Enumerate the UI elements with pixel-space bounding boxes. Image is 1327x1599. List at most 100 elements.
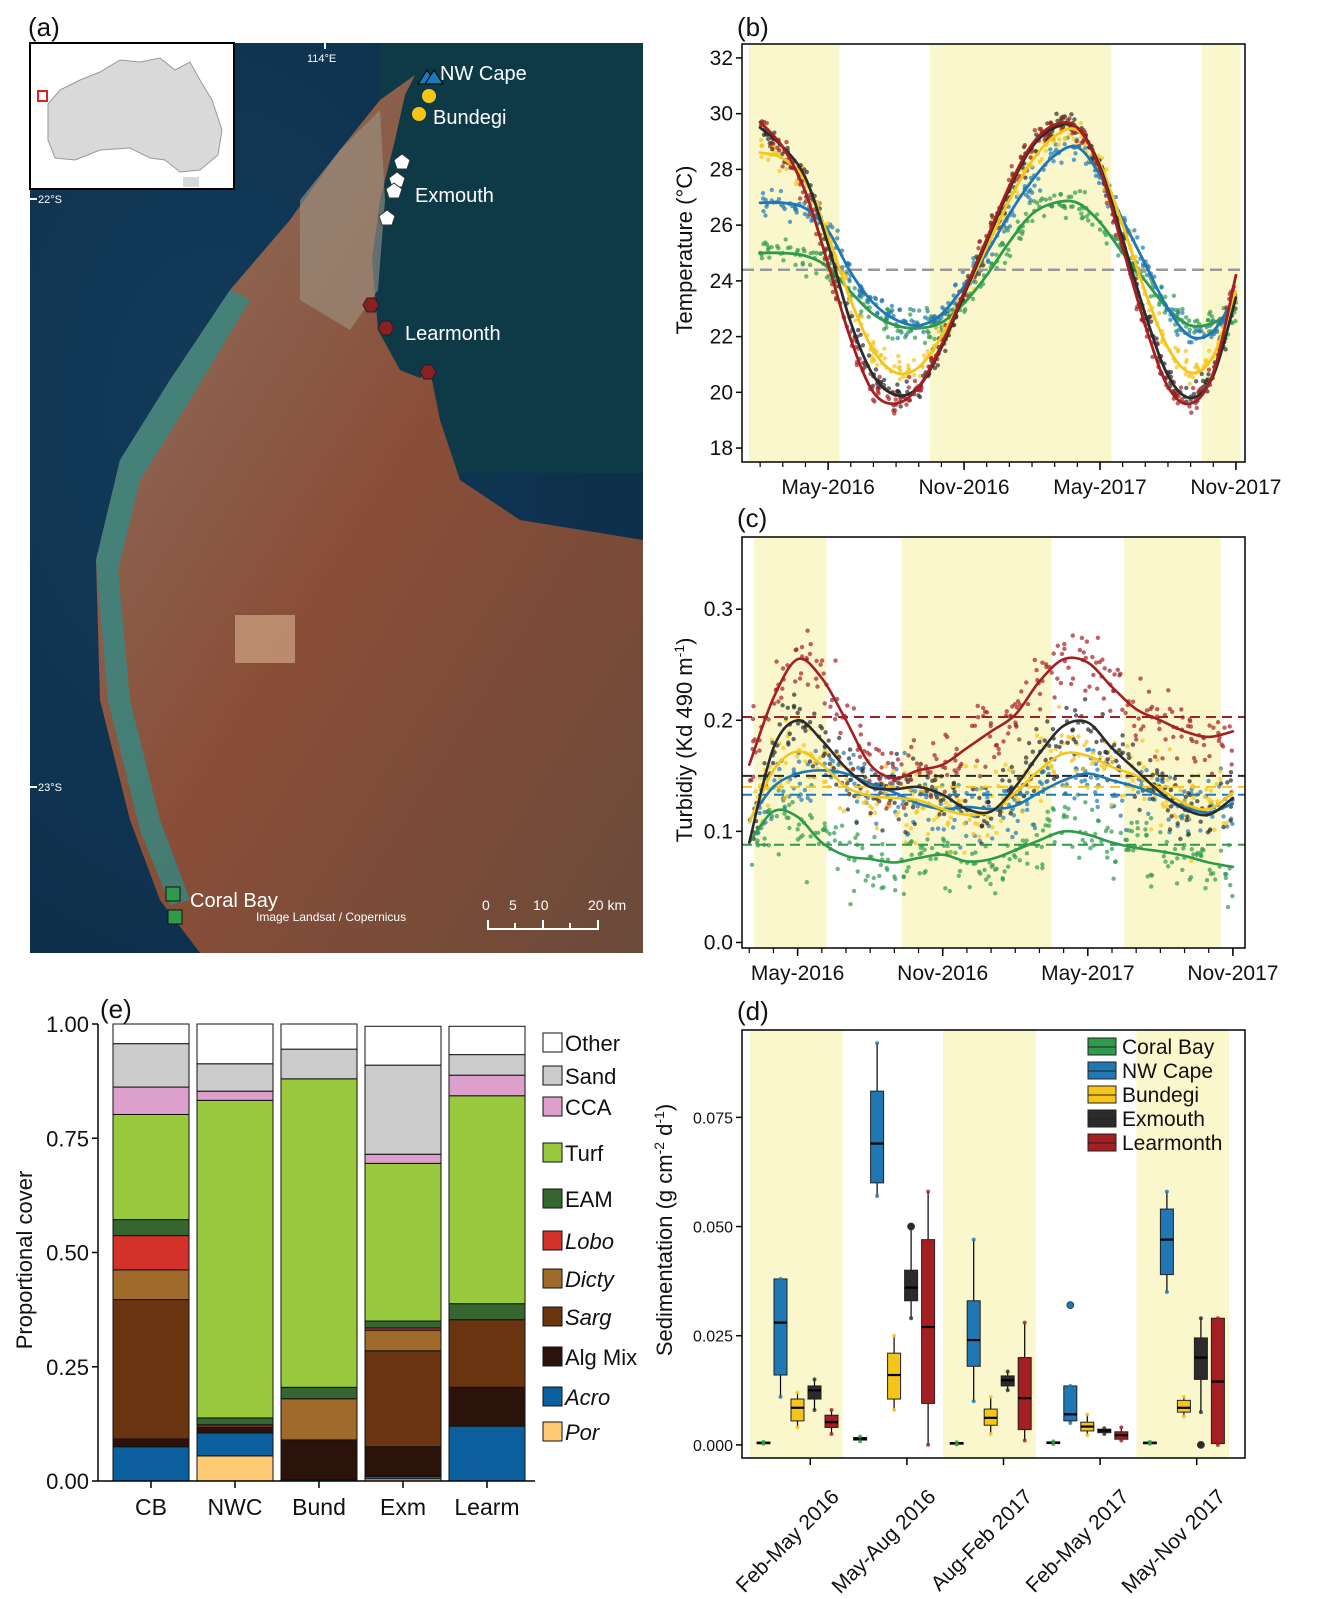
data-point (1203, 358, 1208, 363)
data-point (1095, 686, 1100, 691)
data-point (852, 858, 857, 863)
data-point (1022, 1320, 1027, 1325)
data-point (847, 277, 852, 282)
data-point (922, 782, 928, 787)
data-point (912, 821, 917, 827)
data-point (891, 765, 896, 770)
data-point (1020, 809, 1025, 814)
legend-swatch (542, 1230, 563, 1251)
data-point (892, 1407, 897, 1412)
data-point (1088, 729, 1094, 734)
outlier-point (907, 1222, 915, 1231)
data-point (918, 388, 924, 393)
turbidity-chart: 0.0 0.1 0.2 0.3 May-2016 Nov-2016 May-2017 Nov-… (704, 536, 1278, 985)
data-point (819, 726, 825, 731)
data-point (1045, 719, 1050, 724)
data-point (1045, 816, 1050, 822)
site-label-learmonth: Learmonth (405, 323, 501, 345)
data-point (1206, 367, 1212, 372)
data-point (1003, 762, 1008, 767)
y-axis-title-c: Turbidiy (Kd 490 m-1) (671, 638, 697, 843)
data-point (1165, 804, 1170, 809)
scale-label: 20 km (588, 897, 626, 913)
data-point (880, 297, 885, 303)
data-point (1105, 757, 1111, 762)
data-point (1214, 781, 1219, 787)
data-point (1175, 349, 1181, 354)
data-point (1096, 180, 1102, 186)
site-label-nwcape: NW Cape (440, 63, 527, 85)
data-point (1198, 386, 1204, 391)
data-point (808, 642, 813, 647)
data-point (817, 755, 822, 760)
data-point (1103, 749, 1108, 755)
data-point (807, 759, 813, 764)
data-point (1104, 200, 1110, 206)
data-point (795, 827, 800, 832)
data-point (988, 1431, 993, 1436)
data-point (1136, 716, 1141, 721)
data-point (963, 798, 968, 804)
lon-label: 114°E (307, 53, 336, 65)
data-point (1120, 733, 1125, 738)
data-point (832, 838, 838, 843)
data-point (863, 878, 868, 883)
data-point (1200, 846, 1205, 852)
data-point (945, 843, 950, 849)
data-point (962, 821, 967, 826)
data-point (876, 391, 881, 396)
data-point (882, 356, 888, 361)
data-point (769, 187, 774, 193)
data-point (1067, 116, 1072, 121)
data-point (1040, 862, 1045, 867)
data-point (971, 831, 976, 837)
data-point (865, 789, 870, 795)
data-point (1000, 876, 1005, 881)
box-body (790, 1398, 805, 1422)
data-point (1067, 133, 1072, 138)
data-point (1076, 734, 1081, 739)
data-point (994, 830, 999, 835)
data-point (1004, 709, 1009, 714)
data-point (1174, 364, 1180, 370)
data-point (891, 778, 896, 783)
data-point (1108, 708, 1113, 713)
data-point (776, 246, 781, 251)
data-point (1198, 1410, 1203, 1415)
data-point (935, 826, 941, 831)
data-point (889, 303, 895, 309)
learmonth-marker (419, 364, 437, 380)
lat-label-23: 23°S (38, 782, 62, 794)
data-point (1181, 1394, 1186, 1399)
data-point (1037, 691, 1043, 697)
site-label-coralbay: Coral Bay (190, 890, 278, 912)
data-point (1189, 410, 1194, 415)
data-point (857, 293, 862, 299)
x-tick-label: Exm (380, 1494, 426, 1520)
y-tick-label: 30 (710, 103, 733, 126)
data-point (917, 394, 923, 400)
data-point (1068, 1421, 1073, 1426)
data-point (1059, 651, 1065, 657)
y-tick-label: 0.3 (704, 598, 733, 621)
y-tick-label: 26 (710, 214, 733, 237)
data-point (1013, 830, 1019, 836)
data-point (1202, 757, 1208, 763)
data-point (1002, 869, 1007, 874)
data-point (1082, 190, 1088, 195)
exmouth-marker (385, 182, 403, 199)
data-point (925, 309, 930, 314)
data-point (1040, 196, 1045, 201)
data-point (1164, 1290, 1169, 1295)
data-point (975, 715, 981, 720)
data-point (1176, 393, 1181, 399)
box-body (966, 1300, 981, 1367)
data-point (844, 273, 849, 279)
bar-segment (280, 1386, 358, 1400)
data-point (980, 705, 986, 711)
data-point (1144, 708, 1150, 713)
data-point (1181, 846, 1186, 851)
data-point (896, 804, 901, 810)
data-point (1183, 372, 1189, 377)
bar-segment (448, 1425, 526, 1482)
